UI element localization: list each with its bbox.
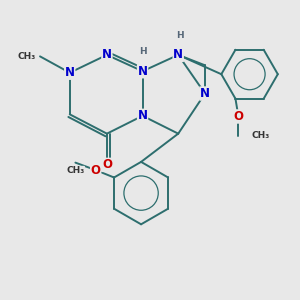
Text: H: H — [139, 47, 146, 56]
Text: O: O — [91, 164, 100, 177]
Text: O: O — [102, 158, 112, 171]
Text: CH₃: CH₃ — [17, 52, 36, 61]
Text: N: N — [138, 109, 148, 122]
Text: N: N — [102, 48, 112, 62]
Text: N: N — [173, 48, 183, 62]
Text: N: N — [200, 87, 210, 100]
Text: CH₃: CH₃ — [66, 166, 85, 175]
Text: N: N — [65, 66, 75, 79]
Text: H: H — [176, 31, 184, 40]
Text: O: O — [233, 110, 243, 123]
Text: N: N — [138, 65, 148, 78]
Text: CH₃: CH₃ — [252, 131, 270, 140]
